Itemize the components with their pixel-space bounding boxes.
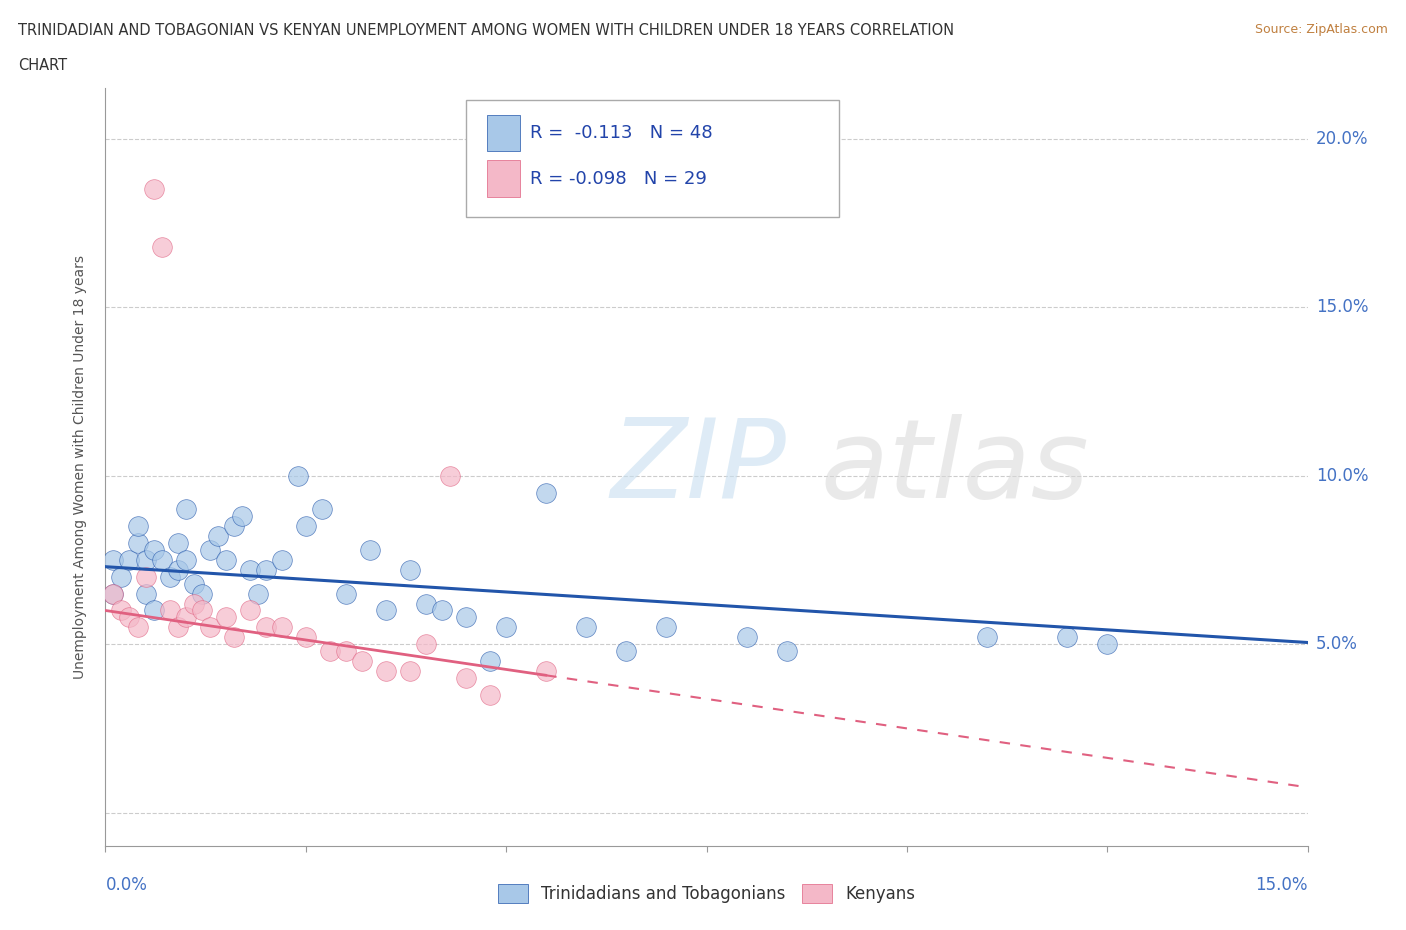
Point	[735, 630, 758, 644]
Point	[776, 644, 799, 658]
Point	[239, 603, 262, 618]
Point	[231, 509, 253, 524]
Point	[103, 552, 125, 567]
Point	[103, 586, 125, 601]
Text: CHART: CHART	[18, 58, 67, 73]
Point	[135, 552, 157, 567]
Point	[110, 603, 132, 618]
Point	[166, 536, 188, 551]
Point	[118, 610, 141, 625]
Point	[454, 671, 477, 685]
Text: ZIP: ZIP	[610, 414, 786, 521]
Point	[103, 586, 125, 601]
Point	[159, 569, 181, 584]
Point	[319, 644, 342, 658]
Point	[439, 469, 461, 484]
Point	[174, 610, 197, 625]
Point	[415, 596, 437, 611]
Point	[976, 630, 998, 644]
Point	[399, 563, 422, 578]
Point	[239, 563, 262, 578]
Point	[183, 576, 205, 591]
Point	[374, 664, 398, 679]
Point	[198, 542, 221, 557]
Point	[479, 654, 502, 669]
Point	[270, 552, 292, 567]
Point	[174, 552, 197, 567]
Point	[1097, 637, 1119, 652]
Point	[534, 664, 557, 679]
Point	[534, 485, 557, 500]
Text: 15.0%: 15.0%	[1256, 876, 1308, 895]
Text: 15.0%: 15.0%	[1316, 299, 1368, 316]
Text: 5.0%: 5.0%	[1316, 635, 1358, 653]
Point	[150, 239, 173, 254]
Text: TRINIDADIAN AND TOBAGONIAN VS KENYAN UNEMPLOYMENT AMONG WOMEN WITH CHILDREN UNDE: TRINIDADIAN AND TOBAGONIAN VS KENYAN UNE…	[18, 23, 955, 38]
FancyBboxPatch shape	[465, 100, 839, 218]
Point	[183, 596, 205, 611]
Point	[415, 637, 437, 652]
Point	[374, 603, 398, 618]
Legend: Trinidadians and Tobagonians, Kenyans: Trinidadians and Tobagonians, Kenyans	[491, 877, 922, 910]
Point	[142, 603, 165, 618]
Point	[295, 519, 318, 534]
Point	[190, 603, 212, 618]
Point	[142, 182, 165, 197]
Point	[135, 569, 157, 584]
Text: R =  -0.113   N = 48: R = -0.113 N = 48	[530, 124, 713, 142]
Point	[287, 469, 309, 484]
Point	[222, 630, 245, 644]
Point	[135, 586, 157, 601]
Point	[655, 620, 678, 635]
Text: 20.0%: 20.0%	[1316, 130, 1368, 148]
Point	[454, 610, 477, 625]
Bar	[486, 115, 520, 152]
Point	[214, 552, 236, 567]
Point	[159, 603, 181, 618]
Point	[198, 620, 221, 635]
Point	[150, 552, 173, 567]
Point	[174, 502, 197, 517]
Point	[127, 620, 149, 635]
Text: Source: ZipAtlas.com: Source: ZipAtlas.com	[1254, 23, 1388, 36]
Point	[575, 620, 598, 635]
Point	[479, 687, 502, 702]
Text: 10.0%: 10.0%	[1316, 467, 1368, 485]
Point	[350, 654, 373, 669]
Point	[335, 644, 357, 658]
Point	[222, 519, 245, 534]
Point	[1056, 630, 1078, 644]
Point	[214, 610, 236, 625]
Point	[254, 620, 277, 635]
Point	[430, 603, 453, 618]
Point	[311, 502, 333, 517]
Point	[166, 563, 188, 578]
Point	[118, 552, 141, 567]
Point	[127, 536, 149, 551]
Point	[295, 630, 318, 644]
Point	[399, 664, 422, 679]
Point	[335, 586, 357, 601]
Text: R = -0.098   N = 29: R = -0.098 N = 29	[530, 169, 707, 188]
Y-axis label: Unemployment Among Women with Children Under 18 years: Unemployment Among Women with Children U…	[73, 256, 87, 679]
Point	[270, 620, 292, 635]
Point	[254, 563, 277, 578]
Point	[166, 620, 188, 635]
Point	[190, 586, 212, 601]
Point	[207, 529, 229, 544]
Point	[110, 569, 132, 584]
Text: atlas: atlas	[821, 414, 1090, 521]
Point	[246, 586, 269, 601]
Text: 0.0%: 0.0%	[105, 876, 148, 895]
Point	[495, 620, 517, 635]
Point	[127, 519, 149, 534]
Point	[359, 542, 381, 557]
Point	[142, 542, 165, 557]
Point	[616, 644, 638, 658]
Bar	[486, 160, 520, 197]
